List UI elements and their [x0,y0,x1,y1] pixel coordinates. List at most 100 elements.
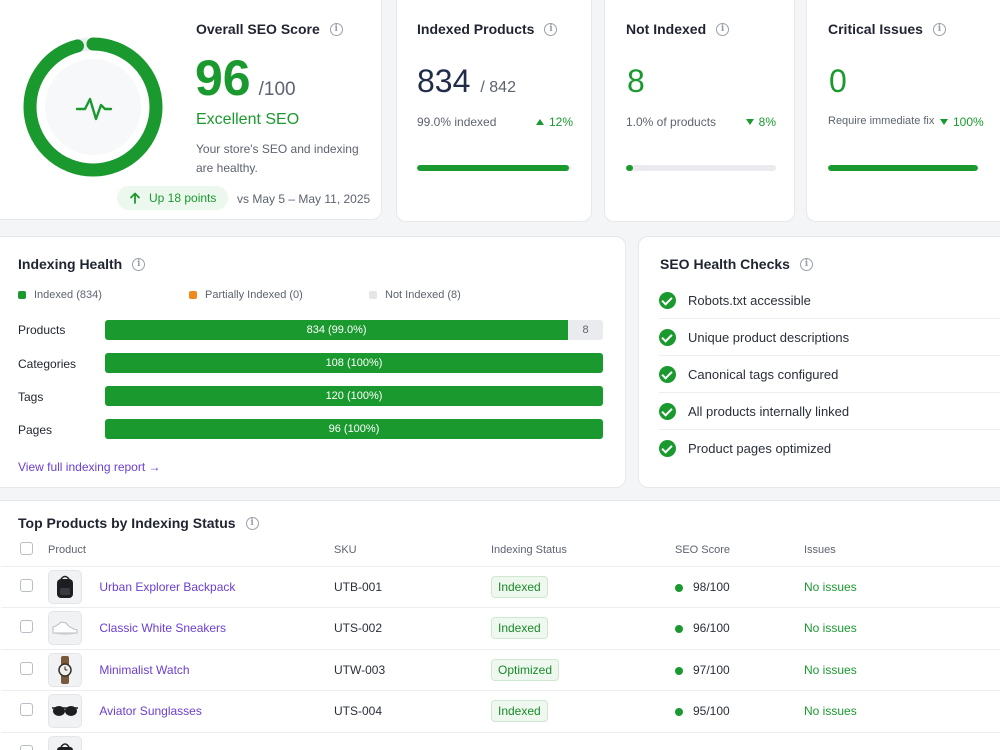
sku: UTW-003 [334,649,491,691]
sku: UTS-002 [334,607,491,650]
check-item: Unique product descriptions [659,319,1000,356]
stat-sub: 1.0% of products [626,115,717,129]
legend-not-indexed: Not Indexed (8) [369,289,461,301]
row-checkbox[interactable] [20,661,33,675]
score-period: vs May 5 – May 11, 2025 [237,192,371,206]
stat-value: 8 [627,63,645,99]
info-icon[interactable]: i [329,22,343,36]
info-icon[interactable]: i [932,22,946,36]
bar-tags: 120 (100%) [105,386,603,406]
row-label-pages: Pages [18,423,53,437]
bar-segment-indexed: 120 (100%) [105,386,603,406]
view-indexing-report-link[interactable]: View full indexing report → [18,460,161,474]
product-name-link[interactable]: Aviator Sunglasses [99,704,202,719]
product-name-link[interactable]: Classic White Sneakers [99,621,227,636]
seo-score: 98/100 [693,579,730,594]
check-circle-icon [659,440,676,457]
col-sku[interactable]: SKU [334,534,491,567]
product-name-link[interactable]: Urban Explorer Backpack [99,579,236,594]
check-circle-icon [659,328,676,346]
info-icon[interactable]: i [132,257,146,271]
stat-progress [828,165,978,171]
col-indexing-status[interactable]: Indexing Status [491,534,675,567]
issues: No issues [804,649,1000,691]
bar-pages: 96 (100%) [105,419,603,439]
status-badge: Indexed [491,575,548,598]
row-checkbox[interactable] [20,744,33,750]
info-icon[interactable]: i [716,22,730,36]
stat-title: Indexed Products i [417,21,558,37]
check-item: Canonical tags configured [659,356,1000,393]
check-item: Robots.txt accessible [659,282,1000,319]
stat-sub: Require immediate fix [828,115,935,127]
table-row[interactable]: Classic White Sneakers UTS-002 Indexed 9… [1,607,1000,650]
check-circle-icon [659,291,676,309]
row-label-tags: Tags [18,390,44,404]
stat-title: Not Indexed i [626,21,730,37]
check-item: All products internally linked [659,393,1000,430]
row-checkbox[interactable] [20,620,33,634]
watch-icon [48,652,82,687]
select-all-checkbox[interactable] [20,541,33,555]
table-row[interactable]: Minimalist Watch UTW-003 Optimized 97/10… [1,649,1000,691]
top-products-card: Top Products by Indexing Status i Produc… [0,500,1000,750]
products-title: Top Products by Indexing Status i [18,515,259,531]
status-dot [675,666,683,675]
not-indexed-card: Not Indexed i 8 1.0% of products 8% [604,0,795,222]
product-thumbnail [48,735,82,750]
checks-title: SEO Health Checks i [660,256,813,272]
stat-progress [417,165,571,171]
row-checkbox[interactable] [20,578,33,592]
stat-trend: 12% [535,115,573,129]
info-icon[interactable]: i [799,257,813,271]
stat-title: Critical Issues i [828,21,946,37]
sunglasses-icon [48,694,82,729]
col-seo-score[interactable]: SEO Score [675,534,804,567]
table-row[interactable]: Aviator Sunglasses UTS-004 Indexed 95/10… [1,690,1000,733]
check-circle-icon [659,365,676,383]
seo-health-checks-card: SEO Health Checks i Robots.txt accessibl… [638,236,1000,488]
indexing-health-card: Indexing Health i Indexed (834) Partiall… [0,236,626,488]
info-icon[interactable]: i [544,22,558,36]
table-row-partial[interactable] [1,732,1000,750]
activity-icon [75,97,113,121]
issues: No issues [804,566,1000,608]
row-label-categories: Categories [18,357,77,371]
row-checkbox[interactable] [20,703,33,717]
bar-categories: 108 (100%) [105,353,603,373]
bar-products: 834 (99.0%) 8 [105,320,603,340]
issues: No issues [804,690,1000,733]
legend-indexed: Indexed (834) [18,289,102,301]
status-dot [675,625,683,634]
stat-value-group: 834 / 842 [417,65,516,97]
stat-progress [626,165,776,171]
bar-segment-indexed: 834 (99.0%) [105,320,569,340]
status-dot [675,583,683,592]
score-value: 96 [195,50,251,106]
table-row[interactable]: Urban Explorer Backpack UTB-001 Indexed … [1,566,1000,608]
bar-segment-indexed: 108 (100%) [105,353,603,373]
issues: No issues [804,607,1000,650]
critical-issues-card: Critical Issues i 0 Require immediate fi… [806,0,1000,222]
product-name-link[interactable]: Minimalist Watch [99,662,190,677]
score-title: Overall SEO Score i [196,21,343,37]
triangle-up-icon [535,119,544,125]
row-label-products: Products [18,323,66,337]
score-rating: Excellent SEO [196,111,300,128]
overall-seo-score-card: Overall SEO Score i 96 /100 Excellent SE… [0,0,382,220]
score-value-group: 96 /100 [195,53,296,103]
score-trend-badge: Up 18 points [117,186,229,210]
score-description: Your store's SEO and indexing are health… [196,142,359,175]
stat-value: 834 [417,63,471,99]
legend-partially-indexed: Partially Indexed (0) [189,289,303,301]
score-ring [23,37,163,177]
arrow-up-icon [130,192,140,204]
col-issues[interactable]: Issues [804,534,1000,567]
legend-swatch [369,291,377,299]
col-product[interactable]: Product [48,534,334,567]
check-item: Product pages optimized [659,430,1000,467]
legend-swatch [189,291,197,299]
sneaker-icon [48,611,82,646]
info-icon[interactable]: i [245,516,259,530]
seo-score: 96/100 [693,621,730,636]
